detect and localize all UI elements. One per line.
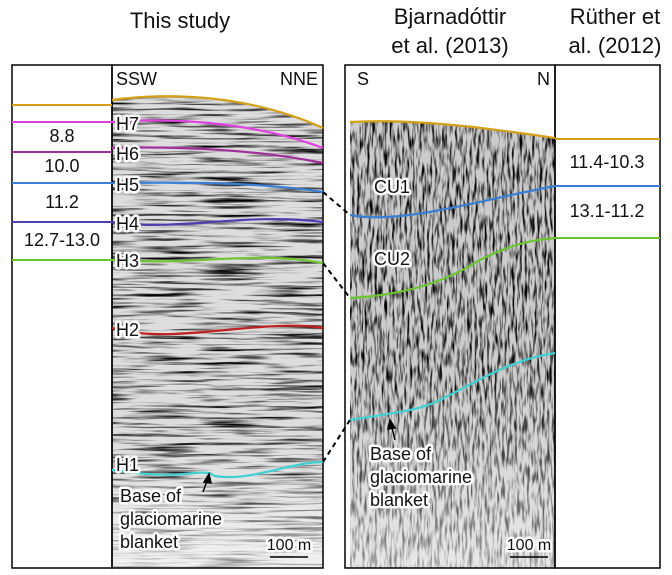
annotation: Base of — [370, 444, 432, 464]
title: et al. (2013) — [391, 33, 508, 58]
title: Rüther et — [570, 4, 661, 29]
unit-label: CU1 — [374, 177, 410, 197]
frames — [11, 64, 661, 569]
horizon-label: H3 — [116, 251, 139, 271]
age-lines-left — [12, 104, 112, 261]
horizon-label: H2 — [116, 320, 139, 340]
arrows — [202, 418, 397, 493]
annotation: blanket — [120, 532, 178, 552]
horizon-label: H4 — [116, 214, 139, 234]
annotation: glaciomarine — [370, 467, 472, 487]
horizons — [111, 95, 556, 479]
age-label: 11.4-10.3 — [570, 152, 645, 172]
age-label: 11.2 — [45, 192, 79, 212]
seismic-left — [112, 96, 323, 568]
direction: SSW — [116, 69, 157, 89]
age-label: 12.7-13.0 — [24, 230, 100, 250]
annotation: glaciomarine — [120, 509, 222, 529]
annotation: blanket — [370, 490, 428, 510]
direction: NNE — [280, 69, 318, 89]
title: Bjarnadóttir — [394, 4, 507, 29]
horizon-label: H7 — [116, 114, 139, 134]
horizon-label: H6 — [116, 144, 139, 164]
scale-label: 100 m — [267, 537, 311, 554]
age-label: 8.8 — [49, 126, 74, 146]
correlation-lines — [322, 191, 351, 463]
direction: N — [537, 69, 550, 89]
horizon-label: H1 — [116, 455, 139, 475]
age-label: 10.0 — [44, 156, 79, 176]
scale-label: 100 m — [507, 537, 551, 554]
title: al. (2012) — [569, 33, 662, 58]
direction: S — [357, 69, 369, 89]
horizon-label: H5 — [116, 175, 139, 195]
title: This study — [130, 8, 230, 33]
seismic-middle — [350, 121, 555, 568]
age-label: 13.1-11.2 — [570, 201, 645, 221]
unit-label: CU2 — [374, 249, 410, 269]
annotation: Base of — [120, 486, 182, 506]
age-lines-right — [555, 138, 660, 239]
labels: This study Bjarnadóttir et al. (2013) Rü… — [24, 4, 662, 557]
